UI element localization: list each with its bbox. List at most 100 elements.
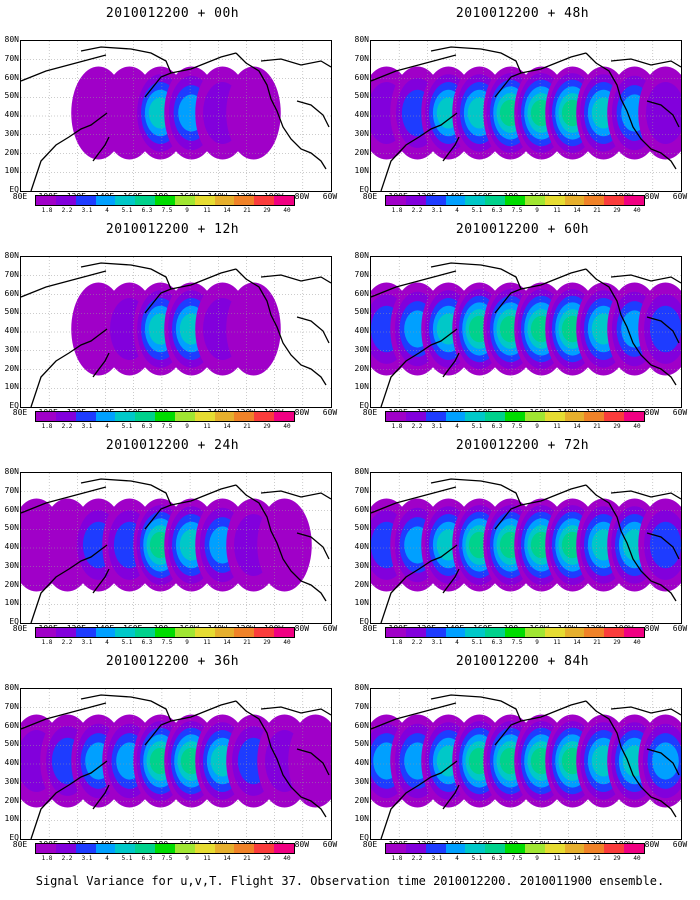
colorbar-swatch: [584, 628, 605, 637]
lat-label: 60N: [354, 288, 369, 298]
lat-label: 20N: [354, 579, 369, 589]
lon-label: 60W: [672, 192, 688, 201]
coastline: [21, 486, 107, 514]
field-cell: [288, 714, 331, 808]
colorbar-label: 7.5: [511, 423, 523, 430]
map-panel: 2010012200 + 48h 80N 70N 60N 50N 40N 30N 20N 10N…: [350, 0, 695, 215]
colorbar-swatch: [36, 628, 56, 637]
colorbar: [385, 411, 645, 422]
field-cell: [257, 498, 312, 592]
colorbar-labels: 1.8 2.2 3.1 4 5.1 6.3 7.5 9 11 14 21 29 40: [385, 424, 645, 432]
colorbar-label: 5.1: [471, 423, 483, 430]
colorbar-label: 3.1: [431, 423, 443, 430]
colorbar-swatch: [274, 196, 294, 205]
colorbar-swatch: [485, 412, 506, 421]
lat-label: 50N: [4, 739, 19, 749]
coastline: [610, 58, 681, 68]
colorbar-swatch: [524, 412, 545, 421]
coastline: [585, 268, 677, 386]
colorbar-swatch: [274, 628, 294, 637]
map-area: [20, 40, 332, 192]
colorbar-label: 29: [263, 855, 271, 862]
lat-label: 20N: [354, 147, 369, 157]
map-panel: 2010012200 + 84h 80N 70N 60N 50N 40N 30N 20N 10N…: [350, 648, 695, 863]
field-cell: [649, 305, 681, 353]
coastline: [260, 274, 331, 284]
lat-label: 30N: [4, 128, 19, 138]
coastline: [610, 274, 681, 284]
colorbar-swatch: [36, 844, 56, 853]
lat-label: 30N: [4, 776, 19, 786]
field-cell: [646, 82, 681, 144]
colorbar-label: 11: [553, 423, 561, 430]
colorbar-label: 21: [593, 207, 601, 214]
colorbar-label: 1.8: [41, 423, 53, 430]
colorbar-swatch: [234, 844, 255, 853]
colorbar-swatch: [524, 844, 545, 853]
colorbar-label: 2.2: [411, 639, 423, 646]
colorbar-label: 5.1: [471, 855, 483, 862]
coastline: [260, 58, 331, 68]
lon-label: 80E: [12, 192, 28, 201]
lat-label: 60N: [354, 720, 369, 730]
colorbar-swatch: [115, 412, 136, 421]
colorbar-swatch: [405, 196, 426, 205]
lat-label: 50N: [4, 91, 19, 101]
lon-label: 60W: [322, 192, 338, 201]
colorbar-label: 5.1: [121, 423, 133, 430]
colorbar-label: 14: [573, 639, 581, 646]
colorbar-swatch: [505, 412, 525, 421]
variance-field: [371, 473, 681, 623]
colorbar-label: 2.2: [411, 207, 423, 214]
colorbar-label: 2.2: [61, 639, 73, 646]
colorbar-swatch: [624, 412, 644, 421]
field-cell: [652, 742, 679, 780]
variance-field: [21, 41, 331, 191]
colorbar-label: 40: [283, 855, 291, 862]
coastline: [430, 478, 522, 530]
colorbar-swatch: [155, 196, 175, 205]
coastline: [520, 268, 587, 290]
lat-label: 30N: [354, 560, 369, 570]
colorbar-labels: 1.8 2.2 3.1 4 5.1 6.3 7.5 9 11 14 21 29 40: [35, 856, 295, 864]
colorbar-label: 7.5: [161, 207, 173, 214]
colorbar-swatch: [544, 196, 565, 205]
colorbar-label: 2.2: [61, 207, 73, 214]
colorbar-label: 7.5: [161, 639, 173, 646]
colorbar-swatch: [135, 628, 156, 637]
coastline: [30, 112, 108, 191]
coastline: [585, 484, 677, 602]
lon-label: 80E: [12, 408, 28, 417]
panel-title: 2010012200 + 00h: [105, 6, 240, 21]
colorbar-label: 21: [593, 423, 601, 430]
lat-label: 40N: [4, 758, 19, 767]
coastline: [646, 316, 680, 344]
colorbar-swatch: [274, 844, 294, 853]
lon-label: 80W: [294, 408, 310, 417]
map-panel: 2010012200 + 60h 80N 70N 60N 50N 40N 30N 20N 10N…: [350, 216, 695, 431]
coastline: [296, 100, 330, 128]
lon-label: 80W: [294, 840, 310, 849]
coastline: [235, 700, 327, 818]
coastline: [442, 136, 460, 162]
colorbar-swatch: [234, 196, 255, 205]
colorbar-label: 1.8: [391, 207, 403, 214]
lat-label: 50N: [4, 307, 19, 317]
colorbar-swatch: [75, 844, 96, 853]
lon-label: 80E: [362, 840, 378, 849]
colorbar-swatch: [584, 844, 605, 853]
lon-label: 80W: [644, 840, 660, 849]
colorbar-label: 29: [263, 207, 271, 214]
colorbar-label: 29: [613, 855, 621, 862]
coastline: [260, 706, 331, 716]
lon-label: 80E: [362, 192, 378, 201]
colorbar-label: 7.5: [511, 207, 523, 214]
lat-label: 70N: [354, 53, 369, 63]
colorbar-swatch: [445, 196, 466, 205]
panel-title: 2010012200 + 12h: [105, 222, 240, 237]
colorbar-label: 6.3: [141, 639, 153, 646]
coastline: [520, 52, 587, 74]
coastline: [80, 694, 172, 746]
lat-label: 60N: [354, 504, 369, 514]
colorbar-label: 7.5: [161, 855, 173, 862]
